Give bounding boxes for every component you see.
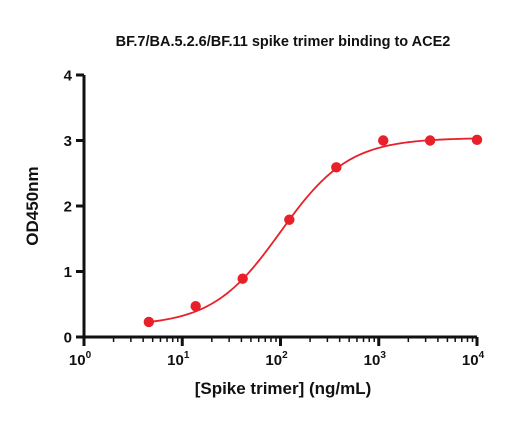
data-point [471,134,483,146]
data-point [143,316,155,328]
chart-title: BF.7/BA.5.2.6/BF.11 spike trimer binding… [116,34,451,50]
data-point [378,135,389,146]
y-tick-label: 0 [64,330,72,347]
data-point [190,301,201,312]
data-points [143,134,483,328]
x-tick-base: 10 [462,352,479,369]
y-ticks: 0 1 2 3 4 [64,68,84,347]
x-tick-exponent: 4 [479,350,485,361]
x-axis-label: [Spike trimer] (ng/mL) [195,379,372,398]
data-point [424,135,436,146]
fit-curve [148,137,478,323]
x-tick-base: 10 [69,352,86,369]
x-tick-label: 103 [364,350,387,369]
x-tick-base: 10 [364,352,381,369]
data-point [237,273,248,284]
x-tick-base: 10 [265,352,282,369]
y-tick-label: 2 [64,199,72,216]
data-point [331,162,342,173]
y-tick-label: 4 [64,68,73,85]
y-tick-label: 3 [64,133,72,150]
x-tick-label: 104 [462,350,485,369]
y-axis-label: OD450nm [23,166,42,245]
x-tick-label: 100 [69,350,92,369]
x-tick-exponent: 0 [86,350,92,361]
data-point [284,214,295,225]
x-tick-base: 10 [167,352,184,369]
x-tick-exponent: 1 [184,350,190,361]
axes [82,75,477,339]
x-tick-label: 101 [167,350,190,369]
x-tick-exponent: 2 [282,350,288,361]
y-tick-label: 1 [64,264,72,281]
x-tick-exponent: 3 [380,350,386,361]
x-tick-label: 102 [265,350,288,369]
x-ticks: 100 101 102 103 104 [69,337,485,369]
